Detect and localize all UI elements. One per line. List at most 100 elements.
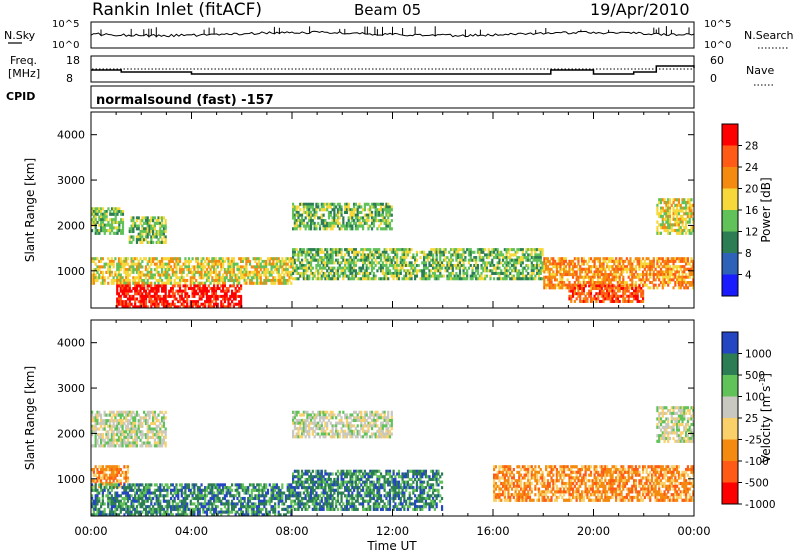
- velocity-echo-cell: [385, 424, 388, 428]
- power-echo-cell: [344, 205, 347, 209]
- power-echo-cell: [326, 221, 329, 225]
- power-echo-cell: [600, 265, 603, 269]
- velocity-echo-cell: [137, 419, 140, 423]
- power-echo-cell: [618, 287, 621, 290]
- power-echo-cell: [686, 201, 690, 205]
- power-echo-cell: [198, 297, 201, 301]
- power-echo-cell: [331, 219, 334, 223]
- power-echo-cell: [275, 265, 279, 269]
- power-echo-cell: [344, 269, 347, 273]
- power-echo-cell: [308, 248, 311, 252]
- power-echo-cell: [292, 258, 295, 262]
- power-echo-cell: [153, 273, 156, 277]
- velocity-echo-cell: [144, 416, 148, 420]
- power-echo-cell: [116, 292, 119, 296]
- power-echo-cell: [186, 305, 189, 309]
- power-echo-cell: [311, 202, 314, 206]
- power-echo-cell: [607, 275, 611, 279]
- velocity-echo-cell: [119, 416, 122, 420]
- power-echo-cell: [257, 281, 261, 285]
- velocity-echo-cell: [128, 435, 131, 440]
- power-echo-cell: [234, 297, 237, 301]
- velocity-echo-cell: [92, 485, 95, 489]
- power-echo-cell: [440, 263, 444, 268]
- power-echo-cell: [333, 250, 336, 254]
- velocity-echo-cell: [340, 418, 343, 423]
- power-echo-cell: [191, 294, 194, 298]
- power-echo-cell: [591, 287, 594, 290]
- power-echo-cell: [656, 226, 659, 230]
- power-echo-cell: [132, 270, 135, 274]
- power-echo-cell: [302, 224, 305, 228]
- power-echo-cell: [116, 231, 119, 235]
- power-echo-cell: [690, 283, 693, 287]
- power-echo-cell: [232, 265, 235, 269]
- power-echo-cell: [320, 202, 323, 206]
- power-echo-cell: [641, 292, 645, 296]
- power-echo-cell: [381, 261, 384, 265]
- power-echo-cell: [444, 258, 447, 262]
- power-echo-cell: [347, 258, 350, 262]
- velocity-echo-cell: [98, 413, 101, 417]
- power-echo-cell: [155, 262, 158, 266]
- power-echo-cell: [631, 273, 634, 277]
- power-echo-cell: [589, 297, 593, 301]
- power-echo-cell: [239, 297, 243, 301]
- velocity-echo-cell: [381, 429, 384, 433]
- power-echo-cell: [381, 227, 384, 231]
- power-echo-cell: [216, 265, 219, 269]
- velocity-echo-cell: [370, 427, 374, 431]
- velocity-echo-cell: [108, 410, 112, 414]
- velocity-echo-cell: [164, 444, 167, 448]
- power-echo-cell: [564, 265, 567, 269]
- velocity-echo-cell: [108, 473, 112, 477]
- velocity-echo-cell: [141, 441, 144, 445]
- power-echo-cell: [376, 256, 379, 260]
- power-echo-cell: [428, 274, 431, 278]
- power-echo-cell: [679, 214, 682, 219]
- power-echo-cell: [369, 208, 372, 212]
- power-echo-cell: [128, 265, 131, 269]
- power-echo-cell: [327, 274, 331, 278]
- power-echo-cell: [683, 217, 686, 221]
- power-echo-cell: [440, 274, 444, 278]
- nave-label: Nave: [746, 64, 774, 77]
- power-echo-cell: [227, 268, 230, 272]
- power-echo-cell: [676, 231, 679, 235]
- power-echo-cell: [370, 261, 374, 265]
- power-echo-cell: [423, 258, 426, 262]
- velocity-echo-cell: [137, 424, 140, 428]
- power-echo-cell: [152, 273, 155, 277]
- power-echo-cell: [248, 273, 252, 277]
- power-echo-cell: [641, 294, 645, 298]
- power-echo-cell: [491, 253, 494, 257]
- velocity-echo-cell: [356, 432, 359, 436]
- velocity-echo-cell: [103, 441, 106, 445]
- power-echo-cell: [119, 294, 122, 298]
- power-echo-cell: [112, 212, 115, 216]
- power-echo-cell: [139, 289, 142, 293]
- power-echo-cell: [652, 265, 655, 269]
- power-echo-cell: [500, 271, 503, 275]
- power-echo-cell: [288, 265, 291, 269]
- power-echo-cell: [387, 266, 390, 270]
- power-echo-cell: [137, 284, 140, 288]
- power-echo-cell: [611, 265, 614, 269]
- power-echo-cell: [449, 256, 453, 260]
- power-colorbar-tick-label: 24: [745, 162, 759, 174]
- power-echo-cell: [200, 262, 203, 266]
- velocity-echo-cell: [387, 421, 390, 425]
- power-echo-cell: [449, 253, 453, 257]
- power-echo-cell: [399, 266, 402, 270]
- power-echo-cell: [464, 266, 467, 270]
- power-echo-cell: [496, 263, 499, 268]
- power-echo-cell: [184, 292, 187, 296]
- power-echo-cell: [143, 294, 146, 298]
- power-echo-cell: [433, 248, 436, 252]
- power-echo-cell: [344, 258, 347, 262]
- power-echo-cell: [688, 267, 691, 271]
- power-echo-cell: [548, 278, 551, 282]
- power-echo-cell: [564, 286, 567, 290]
- power-echo-cell: [632, 292, 636, 296]
- power-echo-cell: [160, 219, 164, 223]
